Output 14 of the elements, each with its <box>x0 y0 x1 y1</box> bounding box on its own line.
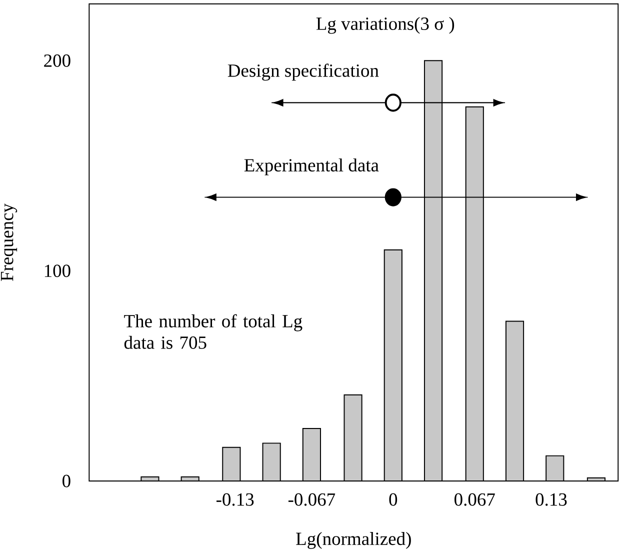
series-label: Experimental data <box>244 158 379 176</box>
x-tick-label: -0.13 <box>216 493 254 506</box>
x-tick-label: 0.13 <box>536 493 567 506</box>
text: Lg variations(3 σ ) <box>316 16 454 34</box>
y-tick-label: 200 <box>44 54 70 67</box>
series-label: Design specification <box>228 64 379 81</box>
y-axis-title: Frequency <box>0 203 18 281</box>
y-tick-label: 100 <box>44 264 70 277</box>
x-tick-label: 0.067 <box>454 493 495 506</box>
y-tick-label: 0 <box>62 474 70 488</box>
x-tick-label: 0 <box>389 493 398 506</box>
annotation: The number of total Lg data is 705 <box>124 314 302 349</box>
x-axis-title: Lg(normalized) <box>296 532 411 549</box>
x-tick-label: -0.067 <box>288 493 336 506</box>
